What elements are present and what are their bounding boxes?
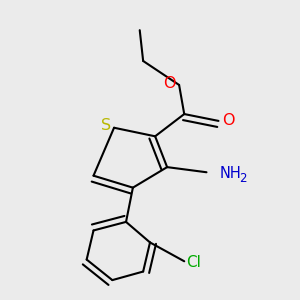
Text: NH: NH xyxy=(220,167,241,182)
Text: O: O xyxy=(163,76,176,91)
Text: Cl: Cl xyxy=(186,255,201,270)
Text: O: O xyxy=(222,113,234,128)
Text: 2: 2 xyxy=(239,172,247,185)
Text: S: S xyxy=(101,118,112,133)
